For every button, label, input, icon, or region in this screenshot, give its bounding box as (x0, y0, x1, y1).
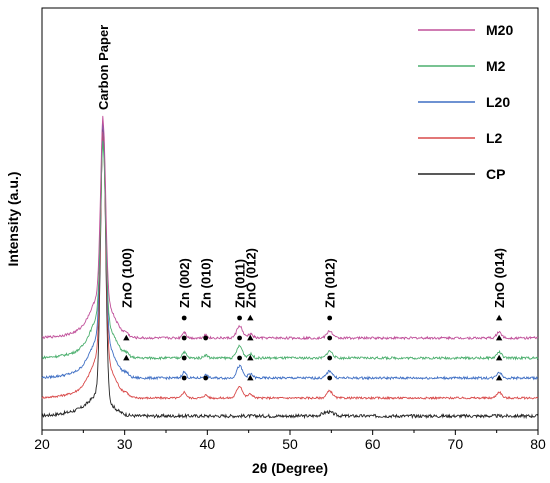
series-line-l20 (41, 120, 539, 381)
zn-marker-l2 (203, 375, 209, 381)
legend: M20 M2 L20 L2 CP (418, 22, 513, 182)
peak-label-zn-010: Zn (010) (199, 258, 214, 308)
zn-marker-m2 (181, 335, 187, 341)
zno-marker-m20 (247, 314, 254, 321)
zno-marker-l20 (247, 354, 254, 361)
zno-marker-l20 (495, 354, 503, 361)
zno-marker-m2 (247, 334, 254, 341)
peak-label-zn-011: Zn (011) (233, 259, 248, 308)
peak-label-carbon-paper: Carbon Paper (96, 25, 111, 110)
zno-marker-m2 (123, 334, 130, 341)
x-tick-label-20: 20 (34, 436, 50, 452)
series-layer (41, 115, 539, 420)
zn-marker-m2 (327, 335, 333, 341)
series-line-cp (41, 126, 539, 420)
series-line-l2 (41, 131, 539, 401)
zn-marker-l20 (327, 355, 333, 361)
peak-label-zno-100: ZnO (100) (119, 248, 134, 308)
zn-marker-l2 (327, 375, 333, 381)
series-line-m2 (41, 140, 539, 361)
legend-label-cp: CP (486, 166, 505, 182)
zn-marker-m2 (203, 335, 209, 341)
x-tick-label-70: 70 (448, 436, 464, 452)
x-tick-label-60: 60 (365, 436, 381, 452)
peak-label-zn-012: Zn (012) (323, 258, 338, 308)
annotation-layer: Carbon Paper ZnO (100) Zn (002) Zn (010) Zn … (96, 25, 507, 308)
legend-label-l20: L20 (486, 94, 510, 110)
zn-marker-m20 (327, 315, 333, 321)
peak-label-zn-002: Zn (002) (177, 258, 192, 308)
zno-marker-l2 (495, 374, 503, 381)
zno-marker-m20 (495, 314, 503, 321)
zn-marker-l20 (181, 355, 187, 361)
zno-marker-l20 (123, 354, 130, 361)
x-axis-title: 2θ (Degree) (252, 460, 328, 476)
marker-layer (123, 314, 503, 381)
y-axis-title: Intensity (a.u.) (5, 172, 21, 267)
plot-frame (41, 7, 539, 431)
zn-marker-l20 (237, 355, 242, 361)
zn-marker-m20 (181, 315, 187, 321)
series-line-m20 (41, 115, 539, 341)
x-tick-label-50: 50 (282, 436, 298, 452)
zno-marker-m2 (495, 334, 503, 341)
peak-label-zno-012: ZnO (012) (243, 248, 258, 308)
zn-marker-m2 (237, 335, 242, 341)
x-tick-label-40: 40 (200, 436, 216, 452)
legend-label-m2: M2 (486, 58, 506, 74)
peak-label-zno-014: ZnO (014) (492, 248, 507, 308)
x-tick-label-30: 30 (117, 436, 133, 452)
zn-marker-l2 (181, 375, 187, 381)
zno-marker-l2 (247, 374, 254, 381)
legend-label-m20: M20 (486, 22, 513, 38)
zn-marker-m20 (237, 315, 242, 321)
x-axis: 20 30 40 50 60 70 80 (34, 430, 546, 452)
x-tick-label-80: 80 (530, 436, 546, 452)
legend-label-l2: L2 (486, 130, 503, 146)
